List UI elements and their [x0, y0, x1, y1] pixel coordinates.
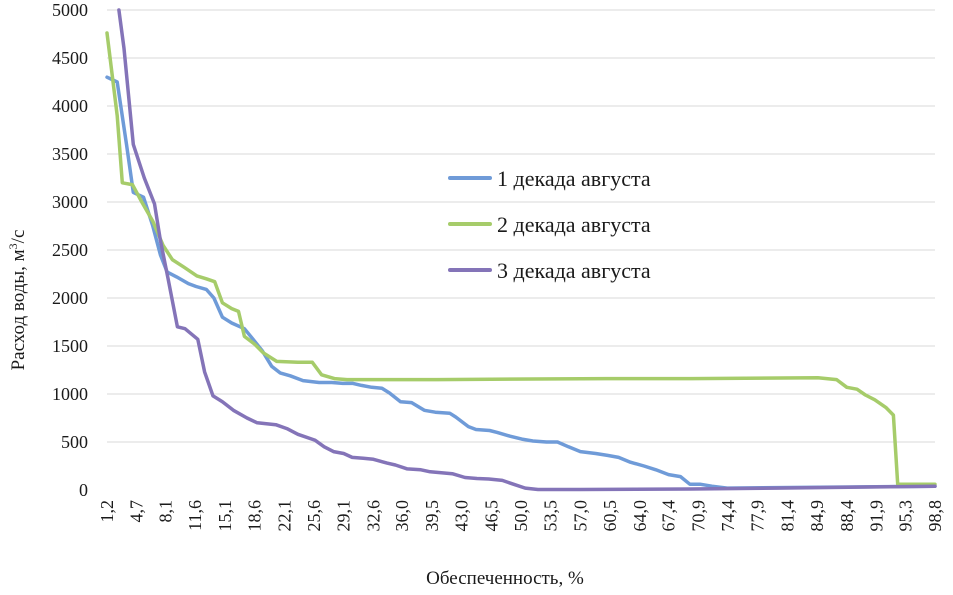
x-tick-label: 67,4	[659, 500, 679, 532]
x-tick-label: 95,3	[895, 500, 915, 532]
y-tick-labels: 0 500 1000 1500 2000 2500 3000 3500 4000 4500 5000	[52, 0, 88, 500]
x-tick-label: 74,4	[718, 500, 738, 532]
y-tick-label: 3000	[52, 192, 88, 212]
legend-label-3: 3 декада августа	[497, 258, 651, 283]
legend-label-2: 2 декада августа	[497, 212, 651, 237]
x-tick-label: 98,8	[925, 500, 945, 532]
y-tick-label: 4000	[52, 96, 88, 116]
x-tick-label: 81,4	[777, 500, 797, 532]
series-lines	[105, 8, 937, 492]
x-tick-label: 32,6	[363, 500, 383, 532]
x-tick-label: 11,6	[185, 500, 205, 531]
x-tick-label: 84,9	[807, 500, 827, 532]
x-axis-title: Обеспеченность, %	[426, 568, 584, 589]
x-tick-label: 22,1	[274, 500, 294, 532]
x-tick-label: 8,1	[156, 500, 176, 523]
y-tick-label: 2500	[52, 240, 88, 260]
series-line-3	[117, 8, 937, 492]
y-tick-label: 5000	[52, 0, 88, 20]
x-tick-label: 29,1	[334, 500, 354, 532]
y-tick-label: 1500	[52, 336, 88, 356]
series-line-1	[105, 75, 937, 490]
x-tick-label: 25,6	[304, 500, 324, 532]
series-line-2	[105, 31, 937, 486]
x-tick-label: 70,9	[688, 500, 708, 532]
y-tick-label: 0	[79, 480, 88, 500]
x-tick-labels: 1,2 4,7 8,1 11,6 15,1 18,6 22,1 25,6 29,1 32,6 36,…	[97, 500, 945, 532]
x-tick-label: 4,7	[127, 500, 147, 523]
x-tick-label: 1,2	[97, 500, 117, 523]
x-tick-label: 53,5	[541, 500, 561, 532]
x-tick-label: 64,0	[630, 500, 650, 532]
x-tick-label: 88,4	[837, 500, 857, 532]
legend-label-1: 1 декада августа	[497, 166, 651, 191]
x-tick-label: 36,0	[392, 500, 412, 532]
x-tick-label: 18,6	[245, 500, 265, 532]
x-tick-label: 91,9	[866, 500, 886, 532]
x-tick-label: 50,0	[511, 500, 531, 532]
legend: 1 декада августа 2 декада августа 3 декада…	[448, 166, 651, 283]
x-tick-label: 39,5	[422, 500, 442, 532]
y-axis-title: Расход воды, м3/с	[6, 230, 29, 371]
y-tick-label: 3500	[52, 144, 88, 164]
y-tick-label: 2000	[52, 288, 88, 308]
y-tick-label: 500	[61, 432, 88, 452]
x-tick-label: 46,5	[481, 500, 501, 532]
x-tick-label: 15,1	[215, 500, 235, 532]
x-tick-label: 43,0	[452, 500, 472, 532]
x-tick-label: 77,9	[748, 500, 768, 532]
gridlines	[107, 9, 935, 443]
y-tick-label: 4500	[52, 48, 88, 68]
y-tick-label: 1000	[52, 384, 88, 404]
x-tick-label: 60,5	[600, 500, 620, 532]
x-tick-label: 57,0	[570, 500, 590, 532]
